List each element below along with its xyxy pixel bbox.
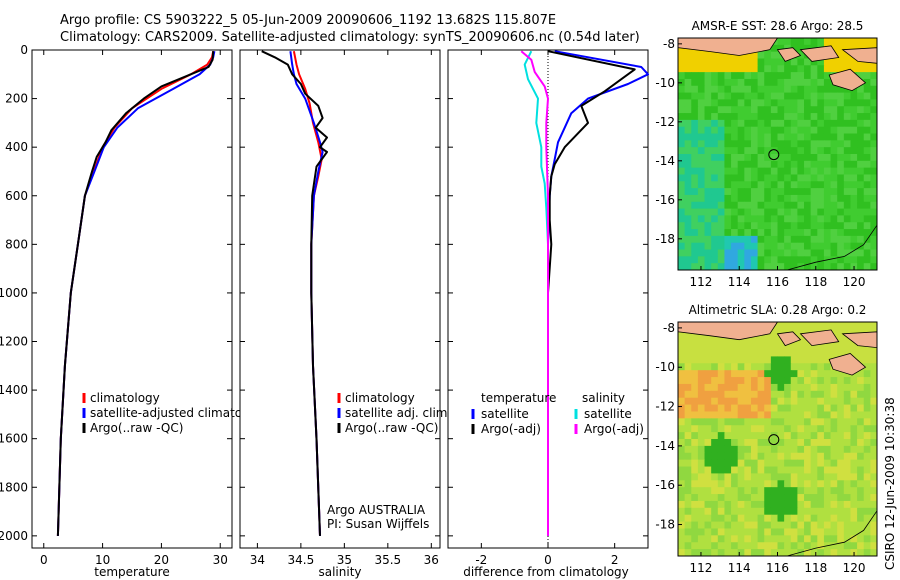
series-line-2 bbox=[56, 51, 215, 536]
annotation-text: PI: Susan Wijffels bbox=[327, 517, 429, 531]
legend-entry: climatology bbox=[90, 391, 160, 405]
x-tick-label: 35.5 bbox=[374, 553, 401, 567]
map-x-tick-label: 112 bbox=[690, 561, 713, 575]
map-y-tick-label: -18 bbox=[655, 232, 675, 246]
x-axis-label: difference from climatology bbox=[463, 565, 629, 579]
map-x-tick-label: 114 bbox=[728, 275, 751, 289]
x-tick-label: 36 bbox=[424, 553, 439, 567]
map-x-tick-label: 114 bbox=[728, 561, 751, 575]
sst-map-panel: AMSR-E SST: 28.6 Argo: 28.5 112 114 116 118 1… bbox=[655, 19, 878, 289]
land-island bbox=[776, 47, 802, 62]
y-tick-label: 400 bbox=[5, 140, 28, 154]
plot-frame bbox=[31, 49, 233, 549]
x-tick-label: 10 bbox=[95, 553, 110, 567]
sla-map-panel: Altimetric SLA: 0.28 Argo: 0.2 112 114 116 1… bbox=[655, 303, 878, 575]
argo-location-marker bbox=[768, 434, 780, 446]
y-tick-label: 800 bbox=[5, 237, 28, 251]
x-tick-label: 0 bbox=[40, 553, 48, 567]
map-y-tick-label: -18 bbox=[655, 518, 675, 532]
y-tick-label: 1600 bbox=[0, 432, 28, 446]
map-y-tick-label: -12 bbox=[655, 400, 675, 414]
map-y-tick-label: -14 bbox=[655, 154, 675, 168]
x-tick-label: 20 bbox=[154, 553, 169, 567]
legend-entry: satellite adj. clim. bbox=[345, 406, 451, 420]
plot-frame bbox=[239, 49, 441, 549]
map-x-tick-label: 112 bbox=[690, 275, 713, 289]
x-tick-label: 35 bbox=[337, 553, 352, 567]
side-timestamp: CSIRO 12-Jun-2009 10:30:38 bbox=[883, 397, 897, 570]
x-axis-label: temperature bbox=[94, 565, 169, 579]
land-island bbox=[828, 68, 867, 92]
map-x-tick-label: 120 bbox=[843, 561, 866, 575]
map-title: Altimetric SLA: 0.28 Argo: 0.2 bbox=[689, 303, 867, 317]
map-x-tick-label: 120 bbox=[843, 275, 866, 289]
y-tick-label: 1400 bbox=[0, 383, 28, 397]
temperature-panel: 0 10 20 30 temperature 0 200 400 600 800 1000 1200 1… bbox=[0, 43, 260, 579]
land-island bbox=[799, 329, 840, 347]
y-tick-label: 2000 bbox=[0, 529, 28, 543]
annotation-text: Argo AUSTRALIA bbox=[327, 503, 426, 517]
map-y-tick-label: -12 bbox=[655, 115, 675, 129]
x-tick-label: 0 bbox=[544, 553, 552, 567]
series-line-3 bbox=[520, 50, 549, 536]
x-tick-label: 34 bbox=[250, 553, 265, 567]
y-tick-label: 600 bbox=[5, 189, 28, 203]
argo-location-marker bbox=[768, 149, 780, 161]
y-tick-label: 200 bbox=[5, 92, 28, 106]
map-x-tick-label: 116 bbox=[766, 561, 789, 575]
legend-entry: Argo(..raw -QC) bbox=[90, 421, 183, 435]
land-island bbox=[776, 331, 802, 347]
salinity-panel: 34 34.5 35 35.5 36 salinity climatologysatelli… bbox=[239, 49, 451, 579]
legend-header: salinity bbox=[582, 391, 625, 405]
x-tick-label: 34.5 bbox=[288, 553, 315, 567]
legend-header: temperature bbox=[481, 391, 556, 405]
series-line-2 bbox=[261, 50, 328, 536]
legend-entry: satellite bbox=[584, 407, 632, 421]
y-tick-label: 0 bbox=[20, 43, 28, 57]
coastline bbox=[786, 510, 878, 557]
legend-entry: satellite bbox=[481, 407, 529, 421]
map-x-tick-label: 118 bbox=[804, 561, 827, 575]
map-y-tick-label: -10 bbox=[655, 360, 675, 374]
y-tick-label: 1200 bbox=[0, 335, 28, 349]
land-island bbox=[828, 353, 867, 376]
y-tick-label: 1000 bbox=[0, 286, 28, 300]
map-y-tick-label: -14 bbox=[655, 439, 675, 453]
map-y-tick-label: -10 bbox=[655, 76, 675, 90]
legend-entry: Argo(-adj) bbox=[584, 422, 644, 436]
map-x-tick-label: 118 bbox=[804, 275, 827, 289]
legend-entry: Argo(-adj) bbox=[481, 422, 541, 436]
map-y-tick-label: -8 bbox=[663, 37, 675, 51]
map-y-tick-label: -16 bbox=[655, 478, 675, 492]
map-y-tick-label: -16 bbox=[655, 193, 675, 207]
x-tick-label: 2 bbox=[611, 553, 619, 567]
land-island bbox=[799, 45, 840, 62]
legend-entry: climatology bbox=[345, 391, 415, 405]
legend-entry: satellite-adjusted climatolog bbox=[90, 406, 260, 420]
map-x-tick-label: 116 bbox=[766, 275, 789, 289]
y-tick-label: 1800 bbox=[0, 480, 28, 494]
legend-entry: Argo(..raw -QC) bbox=[345, 421, 438, 435]
x-axis-label: salinity bbox=[318, 565, 361, 579]
map-y-tick-label: -8 bbox=[663, 321, 675, 335]
x-tick-label: -2 bbox=[475, 553, 487, 567]
map-title: AMSR-E SST: 28.6 Argo: 28.5 bbox=[692, 19, 864, 33]
coastline bbox=[786, 224, 878, 271]
x-tick-label: 30 bbox=[213, 553, 228, 567]
figure-title-line2: Climatology: CARS2009. Satellite-adjuste… bbox=[60, 30, 640, 45]
figure-title-line1: Argo profile: CS 5903222_5 05-Jun-2009 2… bbox=[60, 13, 556, 28]
